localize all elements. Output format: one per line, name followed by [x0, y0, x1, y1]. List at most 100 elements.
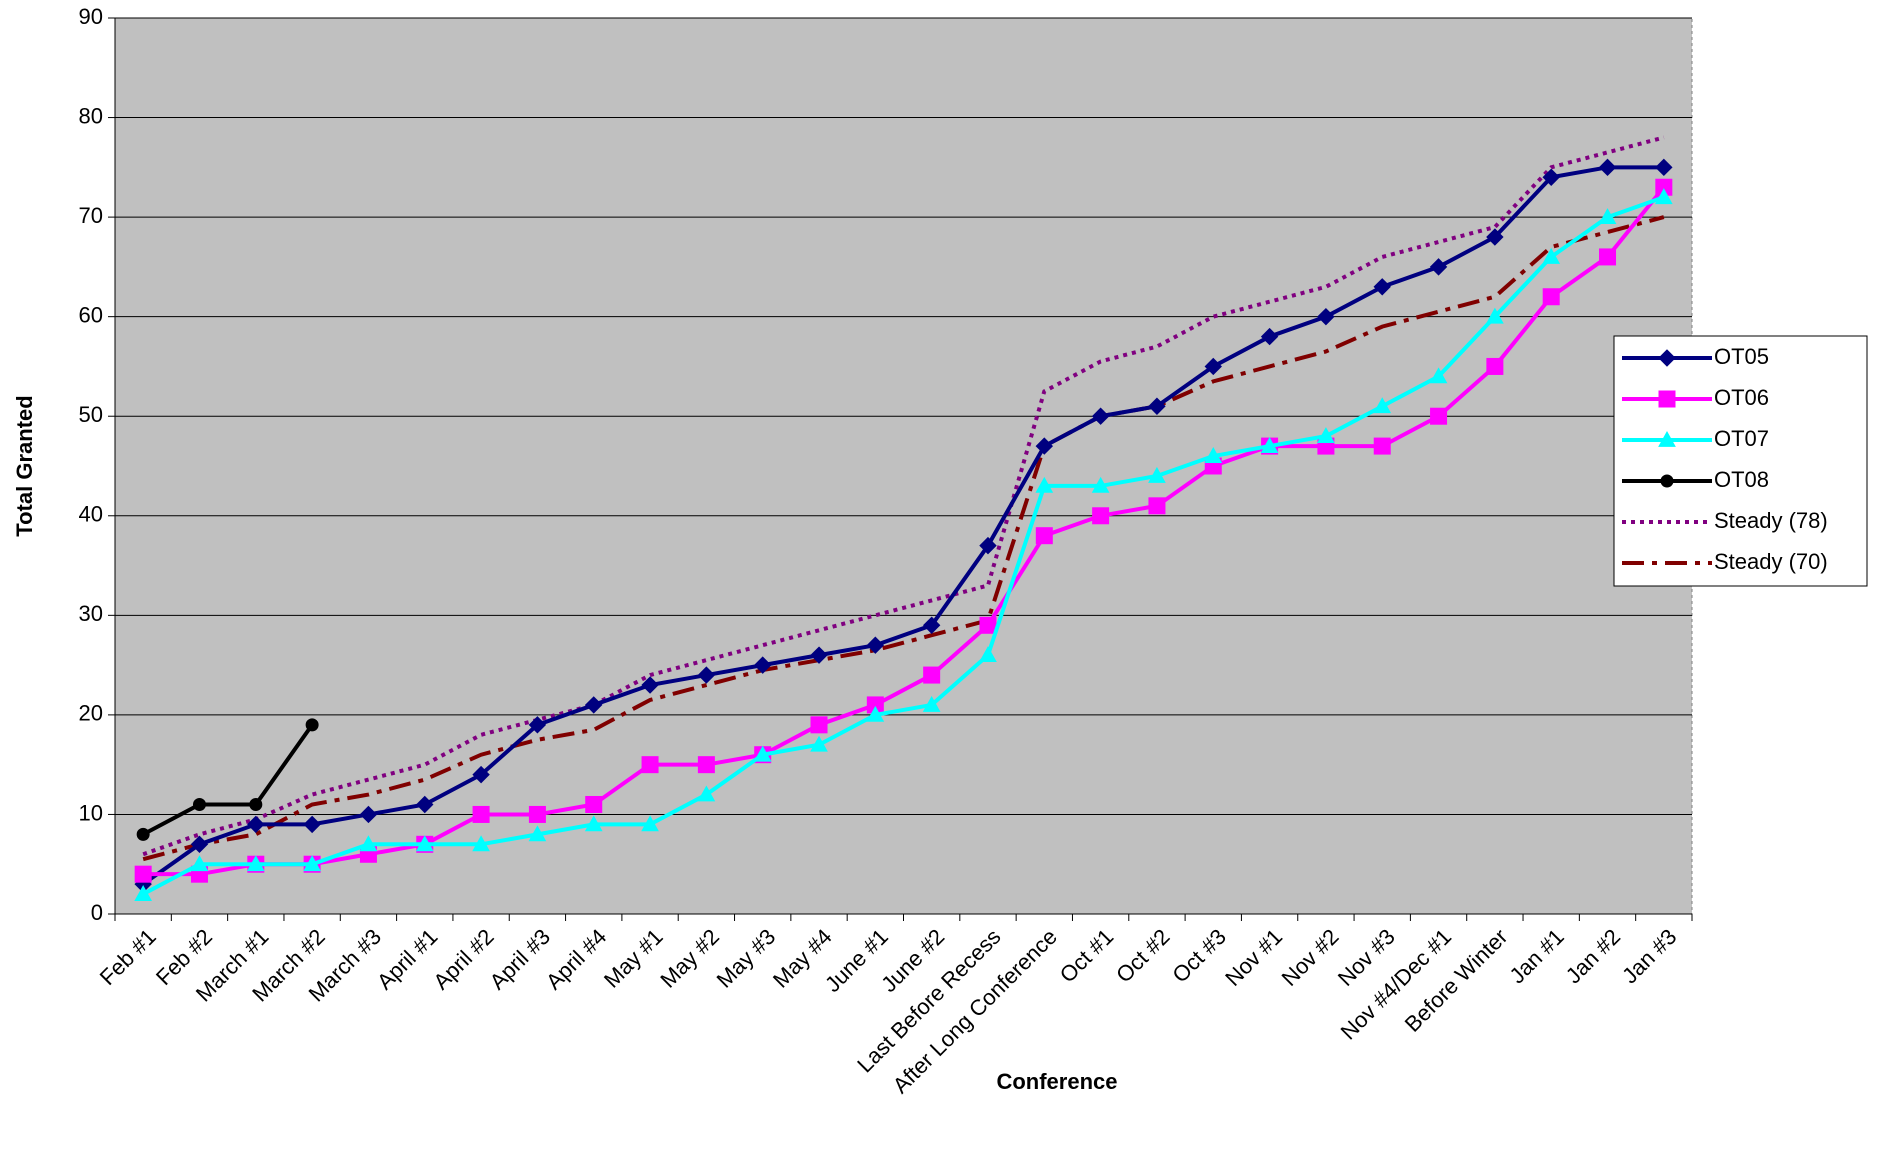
y-tick-label: 10: [79, 800, 103, 825]
legend-label: OT05: [1714, 344, 1769, 369]
y-tick-label: 80: [79, 103, 103, 128]
marker: [697, 756, 715, 774]
y-tick-label: 0: [91, 900, 103, 925]
marker: [585, 696, 603, 714]
y-tick-label: 60: [79, 302, 103, 327]
series-line: [142, 215, 1665, 862]
marker: [697, 785, 716, 802]
marker: [979, 646, 997, 663]
marker: [922, 616, 941, 634]
marker: [979, 616, 997, 634]
marker: [1260, 437, 1279, 453]
marker: [1035, 437, 1054, 455]
y-tick-label: 30: [79, 601, 103, 626]
marker: [584, 815, 603, 832]
x-tick-label: Jan #2: [1561, 924, 1625, 988]
y-tick-label: 70: [79, 203, 103, 228]
marker: [1148, 397, 1166, 415]
x-tick-label: Oct #3: [1167, 924, 1231, 988]
series-line: [142, 165, 1664, 886]
marker: [866, 636, 885, 654]
legend-label: Steady (70): [1714, 549, 1828, 574]
marker: [1599, 248, 1617, 266]
marker: [247, 815, 265, 834]
marker: [1655, 158, 1673, 177]
marker: [641, 756, 659, 774]
x-tick-label: April #1: [372, 924, 442, 994]
series-line: [142, 135, 1665, 857]
x-tick-label: May #1: [599, 924, 668, 993]
y-tick-label: 20: [79, 701, 103, 726]
x-tick-label: April #3: [485, 924, 555, 994]
x-tick-label: Nov #2: [1277, 924, 1344, 991]
marker: [641, 815, 659, 832]
y-tick-label: 50: [79, 402, 103, 427]
marker: [359, 835, 378, 852]
marker: [528, 805, 546, 823]
marker: [192, 797, 206, 811]
marker: [190, 855, 209, 872]
plot-area: [114, 17, 1693, 915]
marker: [923, 666, 941, 684]
series-line: [143, 185, 1666, 877]
marker: [810, 646, 828, 664]
marker: [1486, 357, 1504, 375]
marker: [415, 835, 434, 852]
x-tick-label: May #3: [712, 924, 781, 993]
marker: [1660, 474, 1674, 488]
series-line: [142, 723, 314, 837]
marker: [303, 815, 321, 834]
marker: [359, 805, 378, 824]
marker: [1658, 430, 1676, 447]
marker: [1204, 357, 1222, 376]
marker: [416, 795, 434, 814]
marker: [697, 666, 716, 684]
marker: [810, 735, 828, 752]
marker: [1035, 476, 1054, 493]
legend-label: OT07: [1714, 426, 1769, 451]
marker: [1654, 188, 1673, 205]
x-tick-label: Feb #1: [95, 924, 161, 990]
marker: [249, 797, 263, 811]
marker: [753, 656, 772, 674]
legend-label: OT06: [1714, 385, 1769, 410]
marker: [1542, 168, 1560, 186]
x-axis-title: Conference: [996, 1069, 1117, 1094]
series-line: [142, 195, 1665, 896]
marker: [866, 705, 885, 722]
x-tick-label: Nov #1: [1220, 924, 1287, 991]
marker: [585, 795, 603, 813]
legend-label: OT08: [1714, 467, 1769, 492]
x-tick-label: May #2: [655, 924, 724, 993]
x-tick-label: April #4: [541, 924, 611, 994]
x-tick-label: April #2: [428, 924, 498, 994]
marker: [1429, 258, 1448, 276]
marker: [528, 716, 547, 734]
marker: [472, 765, 490, 784]
y-axis-title: Total Granted: [12, 395, 37, 536]
marker: [641, 676, 659, 694]
marker: [1542, 247, 1561, 264]
marker: [1598, 208, 1617, 225]
y-tick-label: 40: [79, 502, 103, 527]
marker: [1486, 228, 1504, 246]
marker: [134, 865, 152, 883]
marker: [810, 716, 828, 734]
marker: [1373, 397, 1392, 414]
marker: [1486, 307, 1504, 324]
x-tick-label: Jan #3: [1617, 924, 1681, 988]
x-tick-label: Jan #1: [1504, 924, 1568, 988]
marker: [1373, 278, 1391, 296]
marker: [922, 695, 941, 712]
marker: [136, 827, 150, 841]
legend-label: Steady (78): [1714, 508, 1828, 533]
marker: [753, 745, 772, 762]
marker: [1148, 466, 1166, 483]
marker: [528, 825, 547, 842]
marker: [1542, 288, 1560, 306]
marker: [1658, 349, 1676, 367]
x-tick-label: Oct #2: [1111, 924, 1175, 988]
y-tick-label: 90: [79, 4, 103, 29]
marker: [1260, 327, 1279, 346]
marker: [1204, 447, 1223, 463]
